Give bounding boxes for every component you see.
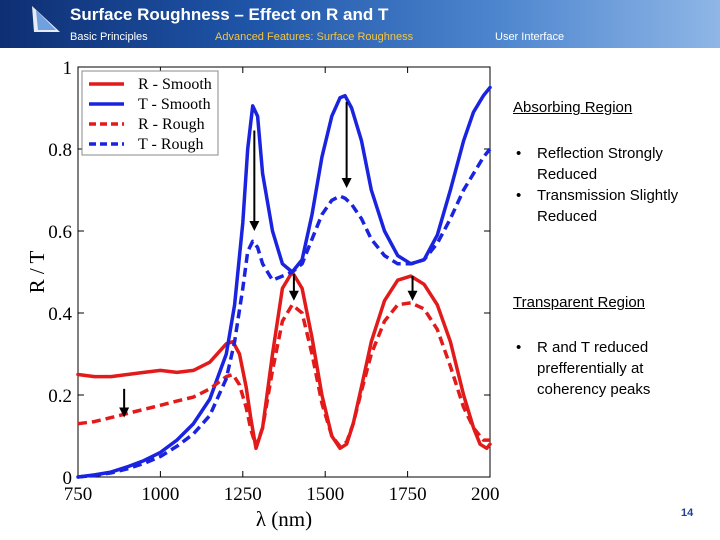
series-r-smooth [76, 270, 492, 451]
absorbing-list: Reflection Strongly Reduced Transmission… [513, 143, 713, 227]
x-tick-label: 1000 [141, 484, 179, 505]
legend-label: T - Smooth [138, 96, 211, 113]
transparent-list: R and T reduced prefferentially at coher… [513, 337, 713, 400]
legend-label: T - Rough [138, 136, 203, 153]
arrow-head [341, 177, 352, 188]
nav-basic-principles[interactable]: Basic Principles [70, 31, 148, 43]
x-tick-label: 750 [64, 484, 93, 505]
title-bar: Surface Roughness – Effect on R and T Ba… [0, 0, 720, 48]
nav-advanced-features[interactable]: Advanced Features: Surface Roughness [215, 31, 414, 43]
legend-label: R - Rough [138, 116, 205, 133]
series-t-rough [77, 147, 492, 479]
y-tick-label: 0 [63, 468, 73, 489]
y-tick-label: 0.8 [48, 140, 72, 161]
y-tick-label: 1 [63, 58, 73, 79]
series-r-rough [77, 301, 490, 449]
page-number: 14 [681, 507, 694, 519]
down-arrow-icon [249, 130, 260, 231]
transparent-item: R and T reduced prefferentially at coher… [513, 337, 713, 400]
slide-title: Surface Roughness – Effect on R and T [70, 5, 389, 24]
arrow-head [119, 407, 130, 418]
legend-label: R - Smooth [138, 76, 212, 93]
down-arrow-icon [341, 101, 352, 188]
y-tick-label: 0.6 [48, 222, 72, 243]
absorbing-item: Reflection Strongly Reduced [513, 143, 713, 185]
y-axis-label: R / T [25, 250, 49, 293]
sail-logo-icon [32, 6, 60, 32]
nav-user-interface[interactable]: User Interface [495, 31, 565, 43]
y-tick-label: 0.4 [48, 304, 72, 325]
down-arrow-icon [288, 274, 299, 301]
plot-frame [77, 66, 491, 478]
absorbing-region-heading: Absorbing Region [513, 99, 633, 116]
down-arrow-icon [407, 276, 418, 301]
arrow-head [407, 290, 418, 301]
roughness-chart: R - Smooth T - Smooth R - Rough T - Rough 0… [25, 58, 500, 531]
x-tick-label: 1500 [306, 484, 344, 505]
arrow-head [288, 290, 299, 301]
down-arrow-icon [119, 388, 130, 418]
y-tick-label: 0.2 [48, 386, 72, 407]
absorbing-item: Transmission Slightly Reduced [513, 185, 713, 227]
transparent-region-heading: Transparent Region [513, 294, 646, 311]
x-tick-label: 1750 [389, 484, 427, 505]
arrow-head [249, 221, 260, 231]
x-tick-label: 2000 [471, 484, 500, 505]
x-axis-label: λ (nm) [256, 507, 312, 531]
x-tick-label: 1250 [224, 484, 262, 505]
legend-box [81, 70, 219, 156]
